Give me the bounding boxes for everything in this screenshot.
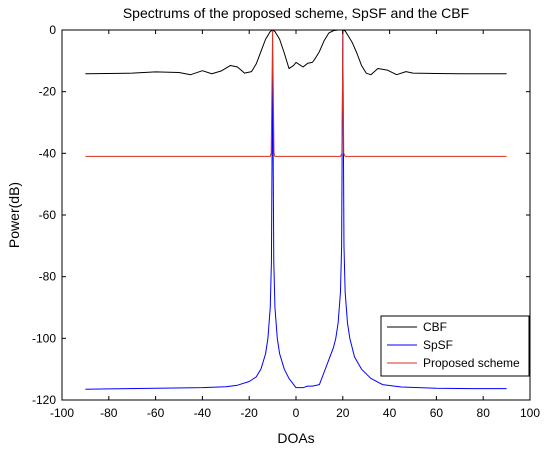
x-tick-label: -40 — [194, 406, 212, 420]
series-line-cbf — [85, 29, 507, 76]
y-tick-label: -20 — [39, 85, 57, 99]
x-tick-label: 0 — [293, 406, 300, 420]
legend: CBF SpSF Proposed scheme — [380, 315, 530, 377]
y-tick-label: -60 — [39, 208, 57, 222]
legend-label: SpSF — [423, 338, 453, 352]
y-tick-label: -100 — [32, 331, 56, 345]
x-tick-label: 100 — [520, 406, 540, 420]
x-tick-label: 20 — [336, 406, 350, 420]
legend-label: Proposed scheme — [423, 356, 520, 370]
series-layer — [85, 29, 507, 390]
y-tick-label: -40 — [39, 146, 57, 160]
y-axis-label: Power(dB) — [6, 182, 22, 248]
x-axis-label: DOAs — [277, 430, 314, 446]
x-tick-label: -60 — [147, 406, 165, 420]
y-tick-label: -80 — [39, 270, 57, 284]
x-tick-label: -80 — [100, 406, 118, 420]
x-tick-label: -100 — [50, 406, 74, 420]
x-tick-label: 60 — [430, 406, 444, 420]
tick-layer: -100 -80 -60 -40 -20 0 20 40 60 80 100 0 -20 -40 -60 -8… — [32, 23, 540, 420]
x-tick-label: 80 — [477, 406, 491, 420]
x-tick-label: -20 — [241, 406, 259, 420]
y-tick-label: -120 — [32, 393, 56, 407]
series-line-spsf — [85, 29, 507, 390]
y-tick-label: 0 — [49, 23, 56, 37]
chart-title: Spectrums of the proposed scheme, SpSF a… — [123, 5, 469, 21]
legend-box — [380, 315, 530, 377]
legend-label: CBF — [423, 320, 447, 334]
x-tick-label: 40 — [383, 406, 397, 420]
series-line-proposed-scheme — [85, 29, 507, 157]
